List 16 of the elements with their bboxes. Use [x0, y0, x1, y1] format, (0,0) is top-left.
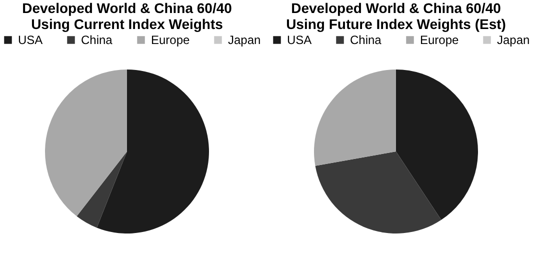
- chart-title: Developed World & China 60/40 Using Current Index Weights: [22, 0, 232, 32]
- pie-slice: [396, 70, 478, 220]
- legend-label: Japan: [228, 33, 261, 47]
- legend-label: USA: [18, 33, 43, 47]
- pie-slice: [315, 152, 442, 234]
- legend-label: China: [81, 33, 113, 47]
- legend-label: Europe: [151, 33, 190, 47]
- legend-label: USA: [287, 33, 312, 47]
- pie-slice: [96, 70, 209, 234]
- pie-slice: [45, 70, 127, 216]
- pie-slice: [314, 70, 396, 166]
- pie-slice: [76, 152, 127, 228]
- legend-label: Japan: [497, 33, 530, 47]
- legend-label: China: [350, 33, 382, 47]
- legend-label: Europe: [420, 33, 460, 47]
- chart-title: Developed World & China 60/40 Using Future Index Weights (Est): [286, 0, 506, 32]
